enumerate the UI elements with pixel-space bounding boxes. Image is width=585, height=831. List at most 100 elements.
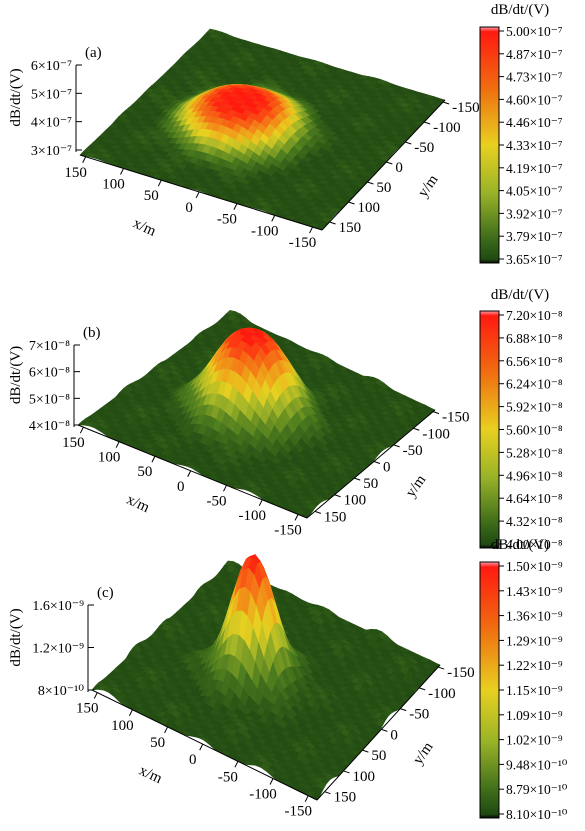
panel-label: (c) bbox=[97, 585, 114, 601]
z-tick-label: 4×10⁻⁸ bbox=[29, 419, 70, 434]
y-tick-label: -150 bbox=[452, 100, 480, 116]
y-tick bbox=[432, 411, 440, 415]
x-tick bbox=[128, 709, 133, 716]
colorbar-tick-label: 4.64×10⁻⁸ bbox=[506, 491, 563, 506]
panel-c: 150100500-50-100-150x/m-150-100-50050100… bbox=[8, 537, 568, 822]
y-tick-label: -150 bbox=[447, 665, 475, 681]
y-tick bbox=[386, 161, 393, 165]
colorbar-tick-label: 4.19×10⁻⁷ bbox=[506, 161, 563, 176]
x-tick bbox=[304, 795, 309, 802]
x-tick bbox=[164, 726, 169, 734]
x-tick-label: 100 bbox=[102, 176, 125, 192]
panel-label: (b) bbox=[83, 325, 101, 341]
colorbar-tick-label: 6.56×10⁻⁸ bbox=[506, 354, 563, 369]
y-tick bbox=[354, 477, 361, 481]
y-tick-label: 0 bbox=[390, 727, 398, 743]
z-axis-title: dB/dt/(V) bbox=[8, 68, 24, 126]
z-tick-label: 3×10⁻⁷ bbox=[31, 144, 72, 159]
y-tick bbox=[324, 791, 331, 795]
x-tick-label: 150 bbox=[62, 435, 85, 451]
colorbar-tick-label: 4.32×10⁻⁸ bbox=[506, 514, 563, 529]
y-tick bbox=[442, 101, 450, 105]
x-tick-label: 0 bbox=[177, 479, 185, 495]
y-tick bbox=[314, 510, 322, 514]
x-tick-label: -150 bbox=[274, 522, 302, 538]
y-tick-label: -50 bbox=[409, 707, 429, 723]
x-tick bbox=[271, 215, 276, 222]
z-tick-label: 5×10⁻⁷ bbox=[31, 87, 72, 102]
x-tick bbox=[234, 761, 239, 768]
y-tick-label: 0 bbox=[383, 460, 391, 476]
y-axis-title: y/m bbox=[403, 472, 430, 501]
y-tick-label: -100 bbox=[428, 686, 456, 702]
x-axis-title: x/m bbox=[124, 492, 152, 517]
x-tick-label: -50 bbox=[218, 769, 238, 785]
x-tick bbox=[269, 778, 274, 785]
x-tick bbox=[120, 168, 124, 175]
x-tick bbox=[157, 179, 162, 187]
z-axis-title: dB/dt/(V) bbox=[8, 608, 24, 666]
x-tick-label: 50 bbox=[150, 735, 165, 751]
x-tick-label: -50 bbox=[206, 493, 226, 509]
x-tick bbox=[233, 203, 238, 210]
colorbar-tick-label: 5.28×10⁻⁸ bbox=[506, 445, 563, 460]
x-tick-label: -100 bbox=[251, 223, 279, 239]
x-tick-label: -100 bbox=[239, 508, 267, 524]
colorbar-tick-label: 1.29×10⁻⁹ bbox=[506, 633, 563, 648]
colorbar-tick-label: 4.33×10⁻⁷ bbox=[506, 138, 563, 153]
x-tick bbox=[82, 156, 87, 163]
colorbar-tick-label: 4.05×10⁻⁷ bbox=[506, 184, 563, 199]
y-tick-label: 50 bbox=[376, 180, 391, 196]
x-tick-label: 150 bbox=[76, 701, 99, 717]
z-tick-label: 5×10⁻⁸ bbox=[29, 392, 70, 407]
surface bbox=[77, 309, 436, 519]
z-tick-label: 1.6×10⁻⁹ bbox=[32, 599, 84, 614]
colorbar-title: dB/dt/(V) bbox=[491, 287, 549, 303]
x-tick-label: 150 bbox=[64, 165, 87, 181]
x-tick bbox=[115, 441, 120, 448]
x-tick bbox=[258, 499, 263, 507]
colorbar-tick-label: 1.43×10⁻⁹ bbox=[506, 584, 563, 599]
y-tick bbox=[419, 687, 426, 691]
colorbar: dB/dt/(V)5.00×10⁻⁷4.87×10⁻⁷4.73×10⁻⁷4.60… bbox=[479, 2, 563, 267]
y-tick-label: -50 bbox=[403, 443, 423, 459]
y-tick bbox=[362, 749, 369, 753]
x-axis-title: x/m bbox=[130, 215, 158, 240]
z-tick-label: 7×10⁻⁸ bbox=[29, 339, 70, 354]
colorbar-tick-label: 5.60×10⁻⁸ bbox=[506, 423, 563, 438]
y-tick-label: 100 bbox=[357, 200, 380, 216]
panel-b: 150100500-50-100-150x/m-150-100-50050100… bbox=[8, 287, 563, 552]
y-axis-title: y/m bbox=[410, 739, 437, 768]
colorbar-tick-label: 3.79×10⁻⁷ bbox=[506, 229, 563, 244]
y-tick-label: -50 bbox=[414, 140, 434, 156]
z-tick-label: 4×10⁻⁷ bbox=[31, 116, 72, 131]
colorbar-tick-label: 6.24×10⁻⁸ bbox=[506, 377, 563, 392]
y-tick-label: 100 bbox=[352, 769, 375, 785]
z-axis-title: dB/dt/(V) bbox=[8, 346, 24, 404]
colorbar-tick-label: 4.46×10⁻⁷ bbox=[506, 115, 563, 130]
y-tick bbox=[348, 201, 355, 205]
colorbar-tick-label: 6.88×10⁻⁸ bbox=[506, 331, 563, 346]
x-tick-label: 100 bbox=[111, 718, 134, 734]
x-tick bbox=[195, 191, 200, 199]
colorbar-bar bbox=[479, 310, 500, 549]
x-tick bbox=[79, 426, 84, 434]
x-tick-label: -150 bbox=[289, 235, 317, 251]
colorbar-title: dB/dt/(V) bbox=[491, 537, 549, 553]
x-tick bbox=[309, 226, 313, 234]
panel-label: (a) bbox=[85, 45, 102, 61]
y-tick bbox=[381, 728, 388, 732]
z-tick-label: 6×10⁻⁷ bbox=[31, 59, 72, 74]
y-tick-label: 100 bbox=[344, 493, 367, 509]
colorbar: dB/dt/(V) 7.20×10⁻⁸ 6.88×10⁻⁸ 6.56×10⁻⁸ 6.24… bbox=[479, 287, 563, 552]
y-tick bbox=[405, 141, 412, 145]
y-tick-label: 150 bbox=[339, 220, 362, 236]
y-tick-label: -150 bbox=[442, 410, 470, 426]
colorbar-tick-label: 4.96×10⁻⁸ bbox=[506, 468, 563, 483]
colorbar-tick-label: 4.60×10⁻⁷ bbox=[506, 92, 563, 107]
x-axis-title: x/m bbox=[136, 763, 164, 788]
colorbar-title: dB/dt/(V) bbox=[491, 2, 549, 18]
y-axis-title: y/m bbox=[415, 172, 442, 201]
colorbar-tick-label: 7.20×10⁻⁸ bbox=[506, 308, 563, 323]
y-tick bbox=[400, 708, 407, 712]
